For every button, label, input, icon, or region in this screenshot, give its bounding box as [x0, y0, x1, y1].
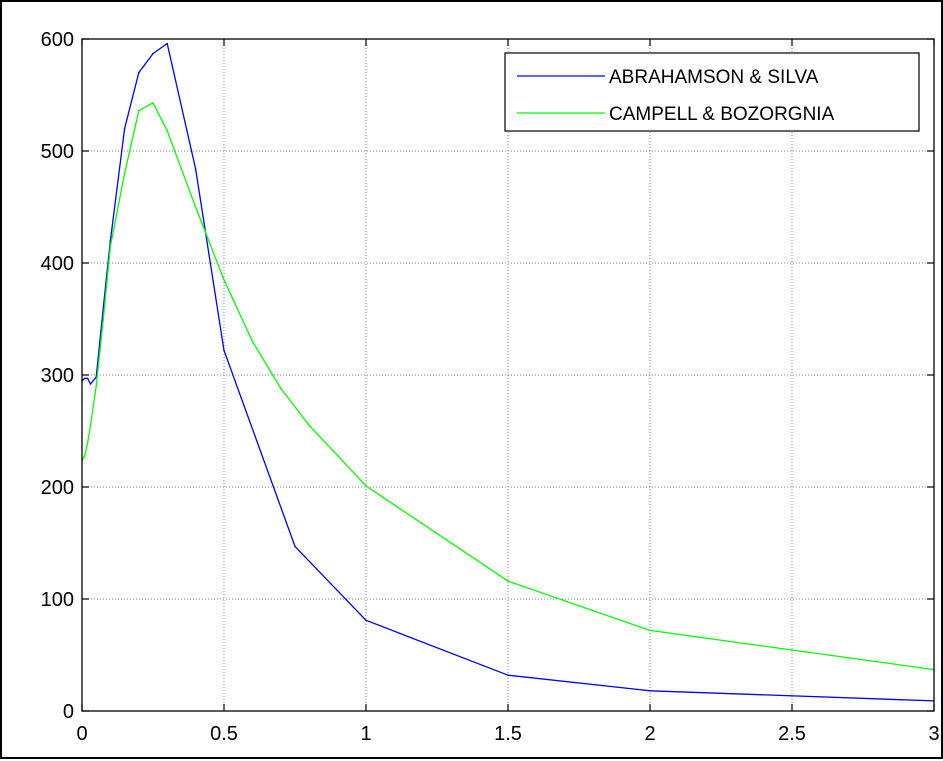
data-point-campell-bozorgnia	[89, 424, 92, 427]
x-tick-label: 0.5	[210, 723, 238, 745]
data-point-campell-bozorgnia	[280, 387, 282, 390]
data-point-campell-bozorgnia	[138, 109, 140, 112]
series-line-abrahamson-silva	[81, 42, 935, 702]
data-point-campell-bozorgnia	[507, 580, 509, 582]
data-point-abrahamson-silva	[649, 690, 651, 692]
x-tick-label: 3	[928, 723, 939, 745]
data-point-campell-bozorgnia	[95, 385, 97, 388]
data-point-abrahamson-silva	[194, 168, 197, 170]
y-tick-label: 0	[63, 701, 74, 723]
y-tick-label: 400	[41, 253, 74, 275]
data-point-abrahamson-silva	[89, 383, 92, 385]
y-tick-labels: 0 100 200 300 400 500 600	[41, 29, 74, 723]
y-tick-label: 200	[41, 477, 74, 499]
data-point-campell-bozorgnia	[336, 454, 339, 457]
y-tick-label: 500	[41, 141, 74, 163]
x-tick-label: 1	[360, 723, 371, 745]
x-tick-label: 2.5	[778, 723, 806, 745]
data-point-abrahamson-silva	[507, 674, 509, 676]
legend-box	[504, 52, 920, 132]
y-tick-label: 100	[41, 589, 74, 611]
data-point-campell-bozorgnia	[86, 441, 89, 444]
grid-lines	[82, 39, 934, 711]
data-point-campell-bozorgnia	[109, 245, 112, 247]
data-point-campell-bozorgnia	[365, 485, 367, 487]
y-tick-label: 300	[41, 365, 74, 387]
legend-label-abrahamson-silva: ABRAHAMSON & SILVA	[609, 67, 819, 88]
data-point-abrahamson-silva	[294, 545, 296, 548]
data-point-abrahamson-silva	[84, 377, 86, 380]
data-point-campell-bozorgnia	[123, 172, 126, 175]
data-point-abrahamson-silva	[223, 349, 225, 352]
x-tick-label: 0	[76, 723, 87, 745]
data-point-abrahamson-silva	[365, 619, 367, 622]
data-point-campell-bozorgnia	[102, 318, 105, 320]
y-tick-label: 600	[41, 29, 74, 51]
data-point-abrahamson-silva	[138, 71, 140, 74]
data-point-campell-bozorgnia	[152, 102, 154, 104]
data-point-abrahamson-silva	[102, 307, 105, 309]
x-tick-labels: 0 0.5 1 1.5 2 2.5 3	[76, 723, 939, 745]
data-point-abrahamson-silva	[123, 127, 126, 130]
tick-marks	[81, 38, 935, 712]
x-tick-label: 2	[644, 723, 655, 745]
series-line-campell-bozorgnia	[81, 102, 935, 671]
data-point-campell-bozorgnia	[223, 279, 225, 281]
x-tick-label: 1.5	[494, 723, 522, 745]
data-point-abrahamson-silva	[86, 377, 89, 380]
data-point-campell-bozorgnia	[308, 424, 311, 427]
data-point-campell-bozorgnia	[194, 206, 197, 208]
legend: ABRAHAMSON & SILVA CAMPELL & BOZORGNIA	[504, 52, 920, 132]
data-point-campell-bozorgnia	[166, 130, 168, 132]
data-point-campell-bozorgnia	[649, 629, 651, 632]
data-point-abrahamson-silva	[166, 42, 168, 45]
data-point-campell-bozorgnia	[251, 340, 254, 343]
data-point-abrahamson-silva	[152, 52, 154, 55]
data-point-campell-bozorgnia	[84, 454, 86, 457]
legend-label-campell-bozorgnia: CAMPELL & BOZORGNIA	[609, 104, 835, 125]
